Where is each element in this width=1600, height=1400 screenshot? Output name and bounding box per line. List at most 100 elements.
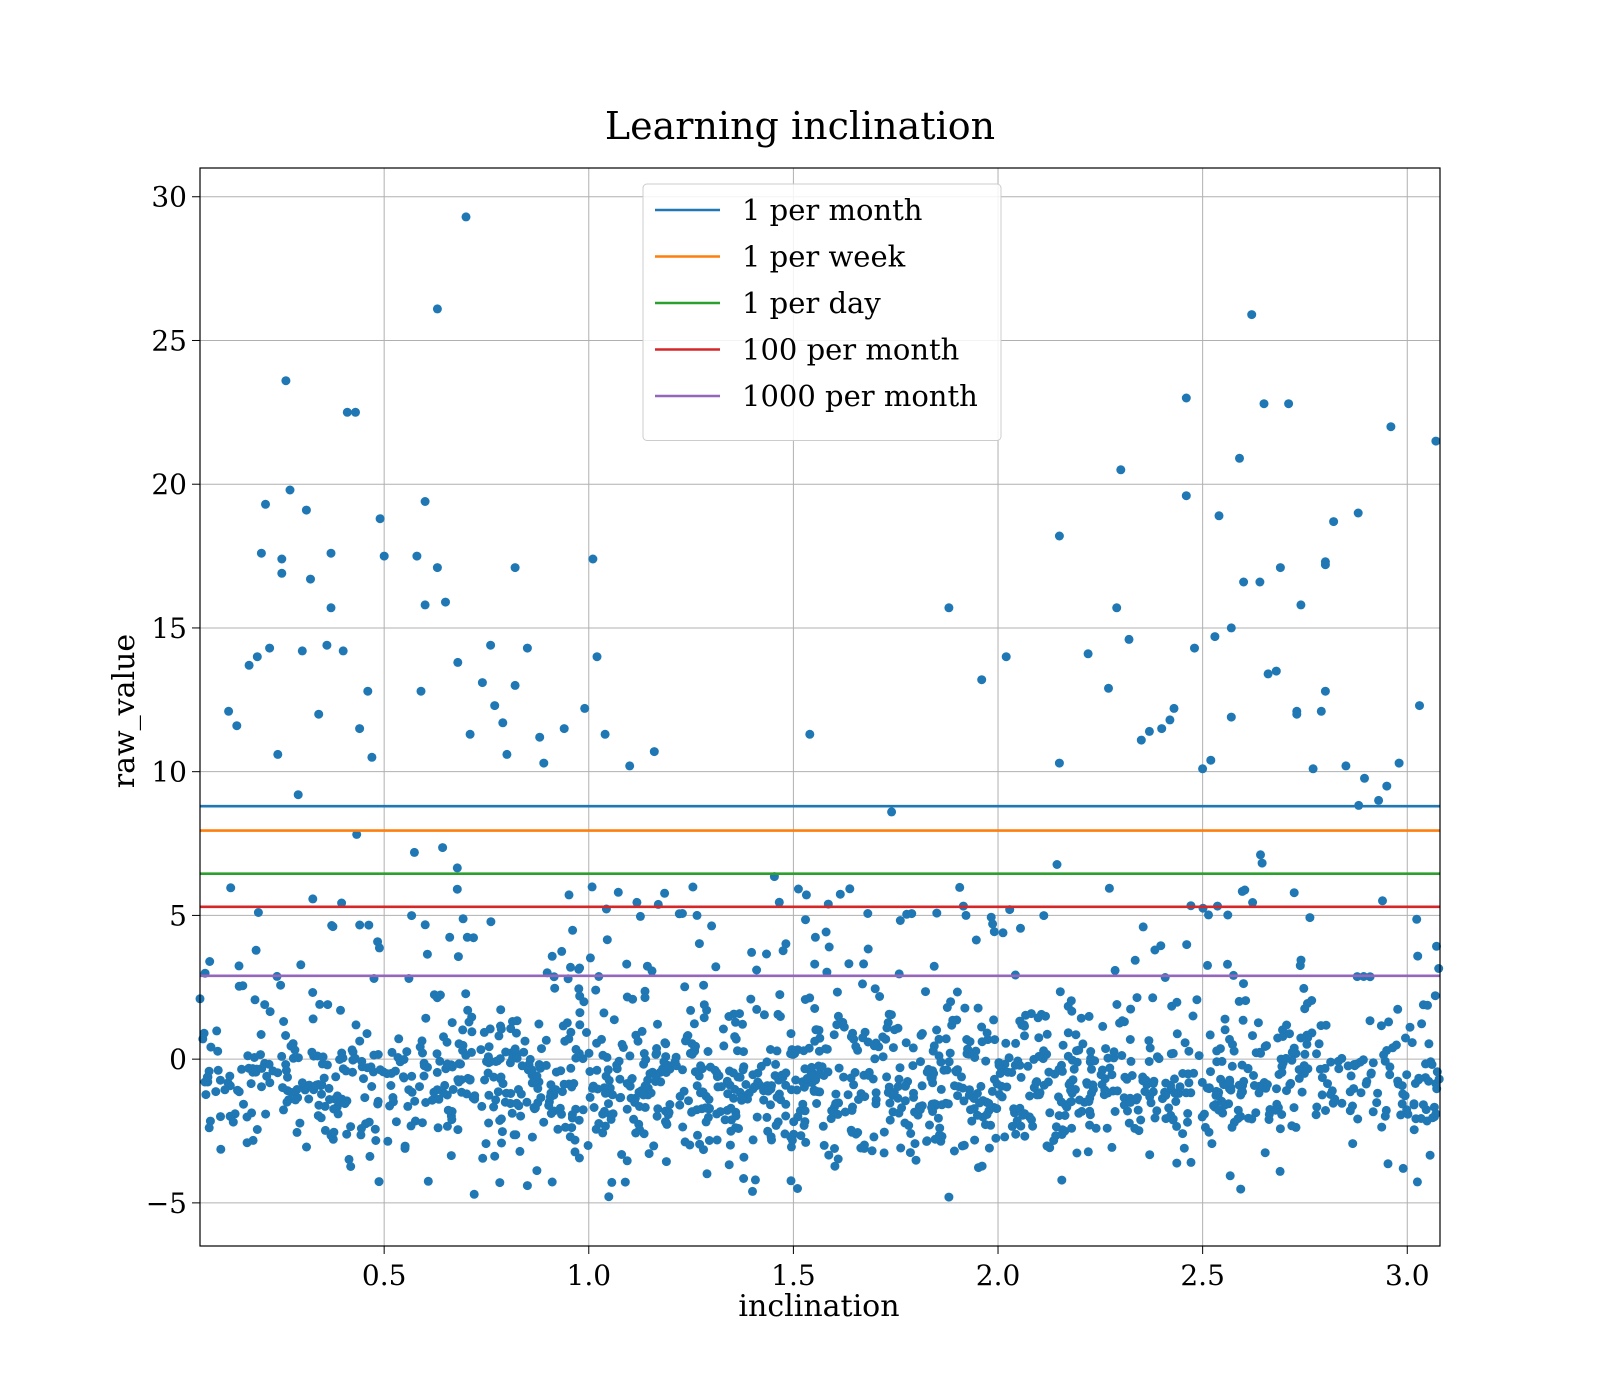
scatter-point (1382, 781, 1392, 791)
scatter-point (351, 407, 360, 417)
scatter-point (281, 1031, 291, 1040)
scatter-point (279, 1105, 288, 1115)
scatter-point (566, 962, 575, 972)
scatter-point (997, 1092, 1007, 1102)
scatter-point (213, 1046, 223, 1056)
scatter-point (1145, 1043, 1155, 1053)
scatter-point (510, 563, 520, 573)
scatter-point (781, 1099, 791, 1109)
scatter-point (629, 1114, 639, 1124)
scatter-point (831, 1089, 841, 1099)
scatter-point (333, 1109, 343, 1119)
scatter-point (622, 1104, 632, 1114)
plot-frame (199, 167, 1441, 1247)
scatter-point (461, 212, 471, 222)
scatter-point (1101, 1044, 1111, 1054)
legend-box (642, 183, 1002, 441)
scatter-point (1066, 1086, 1076, 1095)
scatter-point (398, 1072, 408, 1082)
scatter-point (1199, 1109, 1209, 1119)
scatter-point (317, 1089, 326, 1099)
scatter-point (486, 917, 496, 927)
scatter-point (1124, 634, 1134, 644)
scatter-point (205, 957, 215, 966)
scatter-point (800, 1064, 810, 1074)
scatter-point (687, 1049, 697, 1059)
scatter-point (297, 1078, 307, 1088)
scatter-point (1255, 577, 1265, 587)
scatter-point (819, 1071, 829, 1080)
scatter-point (435, 990, 445, 1000)
scatter-point (937, 1100, 947, 1110)
scatter-point (812, 1099, 822, 1108)
scatter-point (1055, 987, 1065, 997)
scatter-point (875, 992, 885, 1001)
scatter-point (1225, 1077, 1235, 1087)
scatter-point (383, 1136, 393, 1146)
legend: 1 per month 1 per week 1 per day 100 per mo… (642, 183, 1002, 441)
scatter-point (1397, 1099, 1407, 1109)
scatter-point (796, 1131, 806, 1141)
scatter-point (786, 1029, 796, 1039)
scatter-point (1321, 1020, 1331, 1030)
legend-label: 100 per month (742, 333, 959, 367)
scatter-point (949, 1146, 959, 1156)
scatter-point (1063, 1028, 1073, 1038)
scatter-point (571, 1104, 581, 1114)
scatter-point (822, 967, 832, 977)
scatter-point (718, 1024, 728, 1034)
scatter-point (955, 882, 965, 892)
scatter-point (373, 1099, 383, 1109)
scatter-point (1397, 1081, 1407, 1091)
scatter-point (1140, 1087, 1150, 1096)
scatter-point (946, 997, 956, 1007)
scatter-point (747, 947, 757, 957)
scatter-point (1368, 1107, 1378, 1117)
scatter-point (1206, 755, 1216, 765)
scatter-point (202, 1072, 212, 1082)
scatter-point (1303, 1033, 1313, 1043)
scatter-point (1287, 1047, 1297, 1057)
scatter-point (1012, 1116, 1022, 1126)
scatter-point (532, 1166, 542, 1176)
scatter-point (484, 1042, 494, 1052)
scatter-point (539, 1117, 549, 1127)
scatter-point (1100, 1085, 1110, 1095)
scatter-point (509, 1130, 519, 1140)
scatter-point (1431, 436, 1441, 446)
scatter-point (799, 1121, 809, 1130)
scatter-point (510, 1044, 520, 1054)
scatter-point (588, 554, 598, 564)
scatter-point (220, 1085, 230, 1095)
scatter-point (1365, 1016, 1375, 1026)
scatter-point (250, 995, 260, 1005)
scatter-point (371, 1136, 381, 1145)
scatter-point (226, 883, 236, 893)
scatter-point (600, 729, 610, 739)
scatter-point (970, 1135, 980, 1145)
scatter-point (253, 908, 263, 917)
scatter-point (541, 1060, 551, 1070)
scatter-point (1165, 715, 1175, 725)
scatter-point (1032, 1090, 1042, 1100)
x-tick-label: 3.0 (1385, 1259, 1430, 1292)
scatter-point (869, 1041, 879, 1051)
scatter-point (1292, 709, 1302, 719)
scatter-point (367, 752, 377, 762)
scatter-point (990, 1035, 1000, 1045)
scatter-point (1256, 850, 1265, 860)
scatter-point (888, 1043, 898, 1053)
scatter-point (1317, 1073, 1327, 1083)
scatter-point (370, 1124, 380, 1134)
scatter-point (824, 1150, 834, 1160)
scatter-point (659, 1057, 669, 1067)
scatter-point (952, 987, 962, 997)
scatter-point (894, 1108, 904, 1118)
scatter-point (977, 1161, 987, 1171)
scatter-point (507, 1108, 517, 1118)
scatter-point (693, 1130, 702, 1140)
scatter-point (1168, 1114, 1178, 1124)
scatter-point (598, 1109, 608, 1119)
scatter-point (1192, 995, 1202, 1005)
scatter-point (607, 1177, 617, 1187)
